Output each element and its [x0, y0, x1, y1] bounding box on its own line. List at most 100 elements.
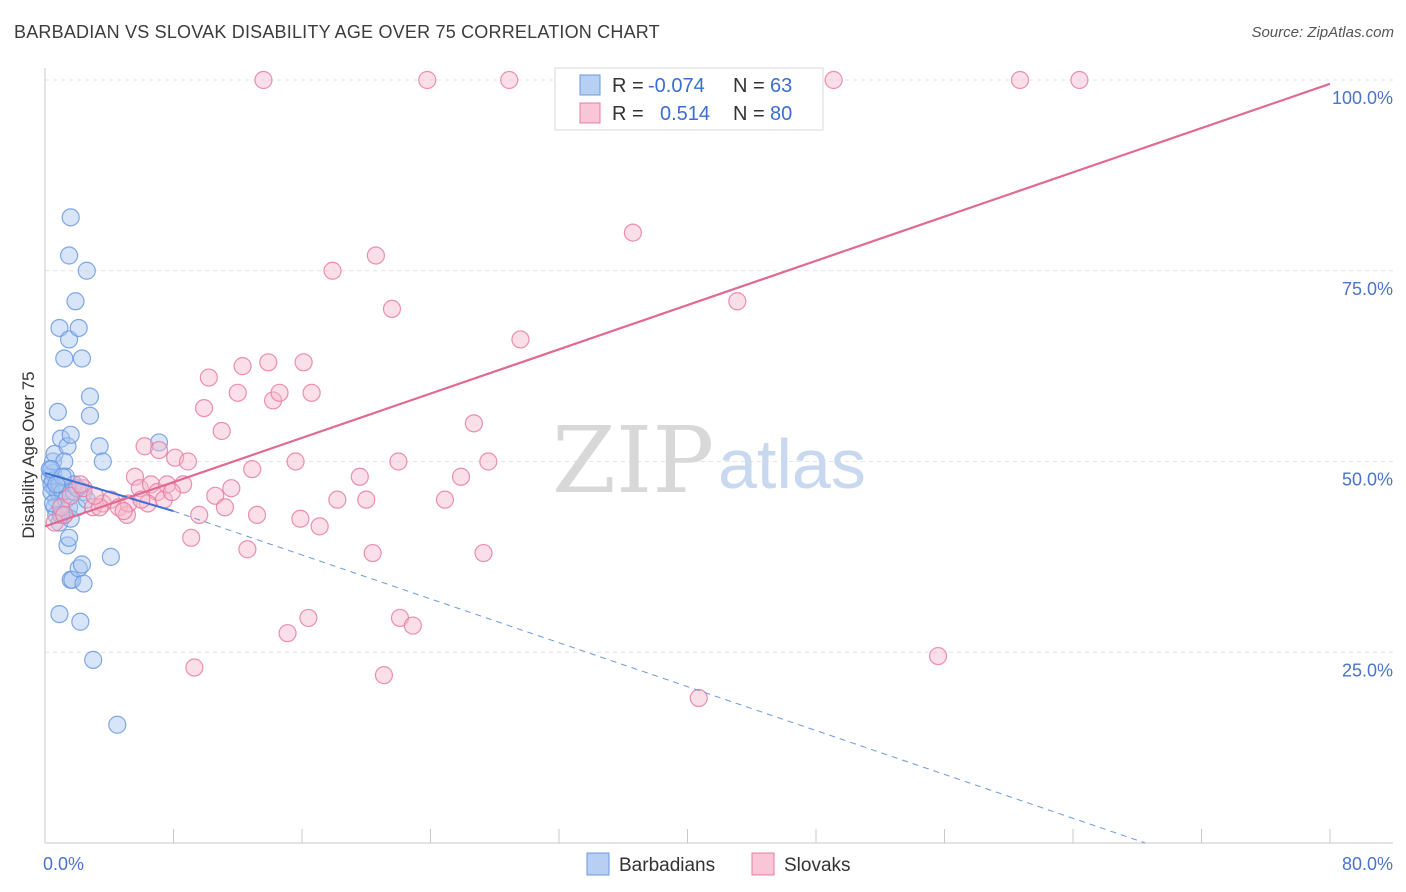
- point-barbadians-47: [71, 612, 90, 631]
- point-slovaks-38: [286, 452, 305, 471]
- point-slovaks-49: [366, 246, 385, 265]
- trend-line-barbadians: [44, 471, 174, 513]
- x-tick-label-1: 80.0%: [1342, 854, 1393, 874]
- point-slovaks-63: [623, 223, 642, 242]
- trend-line-slovaks: [44, 82, 1331, 528]
- point-slovaks-61: [500, 70, 519, 90]
- point-barbadians-34: [61, 208, 80, 227]
- point-slovaks-64: [689, 688, 708, 708]
- point-slovaks-71: [114, 501, 133, 521]
- series-legend-swatch-slovaks: [751, 852, 775, 876]
- legend-n-label-1: N =: [733, 75, 765, 97]
- point-slovaks-45: [328, 490, 347, 509]
- point-barbadians-32: [77, 261, 96, 280]
- point-slovaks-24: [199, 368, 218, 387]
- point-slovaks-73: [162, 482, 181, 502]
- legend-r-value-2: 0.514: [660, 103, 710, 125]
- legend-n-value-1: 63: [770, 75, 792, 97]
- point-slovaks-28: [228, 383, 247, 402]
- point-slovaks-47: [357, 490, 376, 509]
- point-barbadians-37: [90, 437, 109, 456]
- point-slovaks-21: [182, 528, 201, 547]
- point-barbadians-36: [80, 406, 100, 425]
- point-slovaks-34: [259, 353, 278, 372]
- point-slovaks-55: [418, 70, 437, 90]
- y-tick-label-3: 100.0%: [1332, 88, 1393, 108]
- point-barbadians-50: [108, 715, 127, 734]
- legend-r-label-1: R =: [612, 75, 644, 97]
- grid-lines: [45, 79, 1393, 653]
- point-slovaks-36: [270, 383, 289, 402]
- point-barbadians-31: [72, 349, 92, 368]
- point-slovaks-48: [363, 543, 382, 563]
- point-barbadians-45: [74, 574, 93, 593]
- legend-n-label-2: N =: [733, 103, 765, 125]
- point-slovaks-66: [824, 70, 843, 90]
- point-slovaks-40: [294, 353, 313, 372]
- chart-title: BARBADIAN VS SLOVAK DISABILITY AGE OVER …: [14, 22, 660, 42]
- point-slovaks-29: [233, 357, 252, 376]
- point-slovaks-59: [474, 543, 493, 563]
- legend-swatch-barbadians: [579, 74, 601, 96]
- point-slovaks-44: [323, 261, 342, 280]
- legend-swatch-slovaks: [579, 102, 601, 124]
- point-barbadians-44: [72, 555, 92, 574]
- point-slovaks-15: [149, 440, 169, 460]
- point-slovaks-57: [451, 467, 471, 486]
- point-slovaks-54: [403, 616, 422, 635]
- point-barbadians-29: [66, 292, 85, 311]
- point-slovaks-43: [310, 517, 329, 536]
- watermark: ZIP atlas: [552, 407, 866, 514]
- point-barbadians-21: [51, 429, 71, 448]
- point-slovaks-62: [511, 330, 530, 349]
- data-points: [40, 70, 1089, 734]
- point-slovaks-46: [350, 467, 369, 486]
- point-slovaks-77: [185, 658, 204, 677]
- stats-legend: R = -0.074 N = 63 R = 0.514 N = 80: [554, 67, 824, 131]
- point-barbadians-48: [84, 650, 103, 669]
- legend-r-label-2: R =: [612, 103, 644, 125]
- point-slovaks-76: [215, 498, 234, 517]
- point-slovaks-69: [928, 646, 948, 666]
- point-slovaks-32: [247, 505, 267, 525]
- point-slovaks-60: [479, 452, 498, 471]
- point-barbadians-42: [63, 570, 82, 589]
- watermark-zip: ZIP: [552, 407, 714, 514]
- point-slovaks-37: [278, 624, 297, 643]
- point-slovaks-51: [382, 299, 402, 318]
- point-barbadians-27: [55, 349, 74, 368]
- point-barbadians-33: [59, 246, 79, 265]
- point-barbadians-46: [50, 604, 69, 624]
- trend-lines: [44, 82, 1331, 844]
- point-barbadians-49: [101, 547, 120, 566]
- point-slovaks-31: [243, 460, 262, 479]
- y-axis-label: Disability Age Over 75: [19, 371, 38, 538]
- point-barbadians-22: [58, 437, 77, 456]
- tick-labels: 25.0% 50.0% 75.0% 100.0% 0.0% 80.0%: [43, 88, 1393, 874]
- point-slovaks-65: [728, 292, 747, 311]
- watermark-atlas: atlas: [718, 425, 866, 503]
- point-barbadians-51: [149, 433, 169, 452]
- point-slovaks-33: [254, 70, 273, 90]
- point-barbadians-60: [53, 467, 72, 486]
- series-legend-label-barbadians: Barbadians: [619, 855, 715, 876]
- point-barbadians-40: [59, 528, 79, 547]
- point-slovaks-58: [464, 414, 483, 433]
- point-slovaks-41: [299, 608, 318, 628]
- point-slovaks-23: [194, 398, 214, 418]
- y-tick-label-1: 50.0%: [1342, 470, 1393, 490]
- series-legend: Barbadians Slovaks: [586, 852, 851, 876]
- point-slovaks-12: [135, 437, 154, 456]
- x-tick-label-0: 0.0%: [43, 854, 84, 874]
- legend-n-value-2: 80: [770, 103, 792, 125]
- legend-r-value-1: -0.074: [648, 75, 705, 97]
- series-legend-label-slovaks: Slovaks: [784, 855, 851, 876]
- trend-line-barbadians-extension: [173, 510, 1146, 844]
- point-slovaks-67: [1010, 70, 1030, 90]
- chart-source: Source: ZipAtlas.com: [1251, 24, 1394, 41]
- point-slovaks-50: [374, 666, 394, 685]
- point-barbadians-30: [69, 318, 88, 338]
- point-slovaks-52: [389, 452, 408, 471]
- point-slovaks-20: [178, 452, 198, 471]
